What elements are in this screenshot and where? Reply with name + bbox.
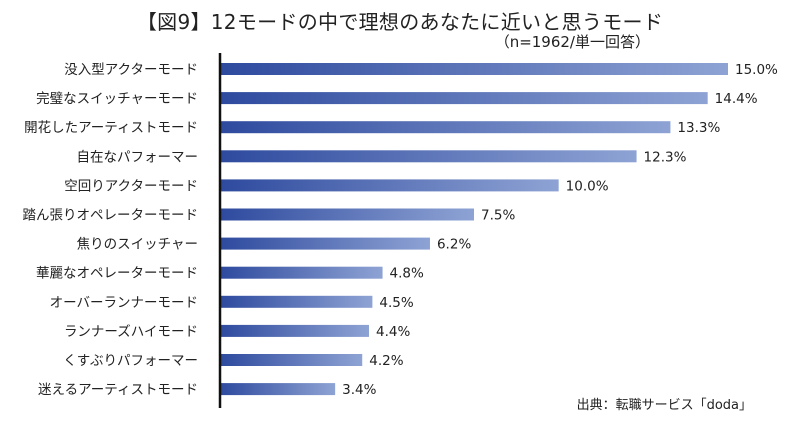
- bar: [220, 208, 474, 221]
- value-label: 6.2%: [437, 237, 471, 253]
- category-label: くすぶりパフォーマー: [63, 353, 198, 369]
- category-label: 開花したアーティストモード: [24, 120, 198, 136]
- category-label: オーバーランナーモード: [50, 295, 198, 311]
- category-label: 踏ん張りオペレーターモード: [23, 208, 199, 224]
- category-label: 没入型アクターモード: [64, 62, 198, 78]
- bar: [220, 63, 728, 75]
- category-label: 華麗なオペレーターモード: [36, 266, 198, 282]
- category-labels-group: 没入型アクターモード完璧なスイッチャーモード開花したアーティストモード自在なパフ…: [23, 62, 199, 398]
- value-label: 10.0%: [566, 178, 609, 194]
- bar: [220, 324, 370, 337]
- value-labels-group: 15.0% 14.4% 13.3% 12.3% 10.0% 7.5% 6.2% 4.8% 4.5…: [342, 62, 778, 398]
- bars-group: [220, 63, 728, 396]
- category-label: ランナーズハイモード: [64, 324, 198, 340]
- value-label: 3.4%: [342, 382, 376, 398]
- value-label: 13.3%: [677, 120, 720, 136]
- source-note: 出典：転職サービス「doda」: [576, 398, 752, 413]
- value-label: 4.4%: [376, 324, 410, 340]
- value-label: 4.2%: [369, 353, 403, 369]
- category-label: 自在なパフォーマー: [77, 149, 199, 165]
- value-label: 7.5%: [481, 208, 515, 224]
- category-label: 完璧なスイッチャーモード: [36, 90, 198, 107]
- bar: [220, 383, 336, 396]
- value-label: 4.5%: [379, 295, 413, 311]
- bar: [220, 92, 708, 105]
- bar: [220, 150, 637, 163]
- category-label: 焦りのスイッチャー: [77, 237, 198, 253]
- value-label: 12.3%: [644, 149, 687, 165]
- chart-subtitle: （n=1962/単一回答）: [494, 33, 650, 51]
- bar: [220, 354, 363, 366]
- category-label: 空回りアクターモード: [64, 178, 198, 194]
- bar: [220, 179, 559, 192]
- category-label: 迷えるアーティストモード: [38, 382, 198, 398]
- bar: [220, 266, 383, 279]
- value-label: 4.8%: [390, 266, 424, 282]
- value-label: 15.0%: [735, 62, 778, 78]
- bar: [220, 121, 671, 134]
- chart-title: 【図9】12モードの中で理想のあなたに近いと思うモード: [136, 10, 664, 34]
- value-label: 14.4%: [715, 91, 758, 107]
- bar: [220, 237, 430, 250]
- bar: [220, 295, 373, 308]
